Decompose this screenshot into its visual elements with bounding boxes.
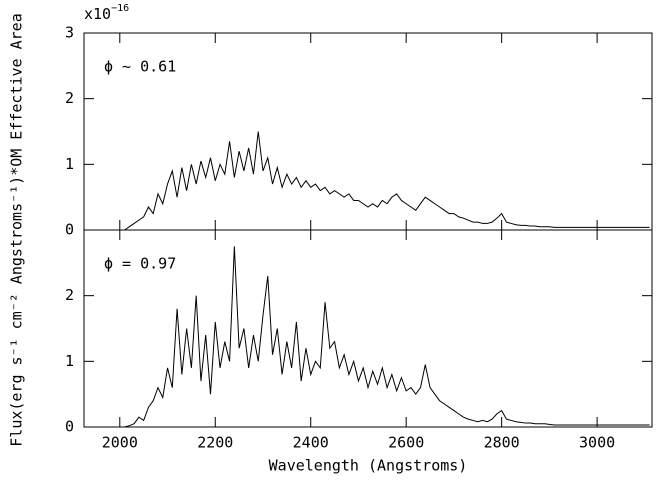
spectrum-line bbox=[86, 131, 650, 231]
x-tick-label: 2800 bbox=[484, 434, 520, 452]
x-tick-label: 2600 bbox=[388, 434, 424, 452]
scale-base: x10 bbox=[84, 5, 111, 23]
scale-exponent: −16 bbox=[111, 3, 129, 14]
phase-annotation: ϕ ~ 0.61 bbox=[104, 58, 176, 76]
y-tick-label: 0 bbox=[65, 221, 74, 239]
scale-label: x10−16 bbox=[84, 3, 129, 23]
x-tick-label: 3000 bbox=[579, 434, 615, 452]
y-tick-label: 0 bbox=[65, 418, 74, 436]
x-tick-label: 2400 bbox=[293, 434, 329, 452]
y-tick-label: 3 bbox=[65, 24, 74, 42]
x-axis-label: Wavelength (Angstroms) bbox=[269, 457, 468, 475]
x-tick-label: 2000 bbox=[102, 434, 138, 452]
y-tick-label: 2 bbox=[65, 286, 74, 304]
y-tick-label: 1 bbox=[65, 352, 74, 370]
plot-frame bbox=[83, 229, 653, 428]
y-tick-label: 1 bbox=[65, 155, 74, 173]
phase-annotation: ϕ = 0.97 bbox=[104, 255, 176, 273]
y-axis-label: Flux(erg s⁻¹ cm⁻² Angstroms⁻¹)*OM Effect… bbox=[8, 13, 26, 446]
x-tick-label: 2200 bbox=[197, 434, 233, 452]
y-tick-label: 2 bbox=[65, 89, 74, 107]
spectrum-line bbox=[86, 246, 650, 428]
